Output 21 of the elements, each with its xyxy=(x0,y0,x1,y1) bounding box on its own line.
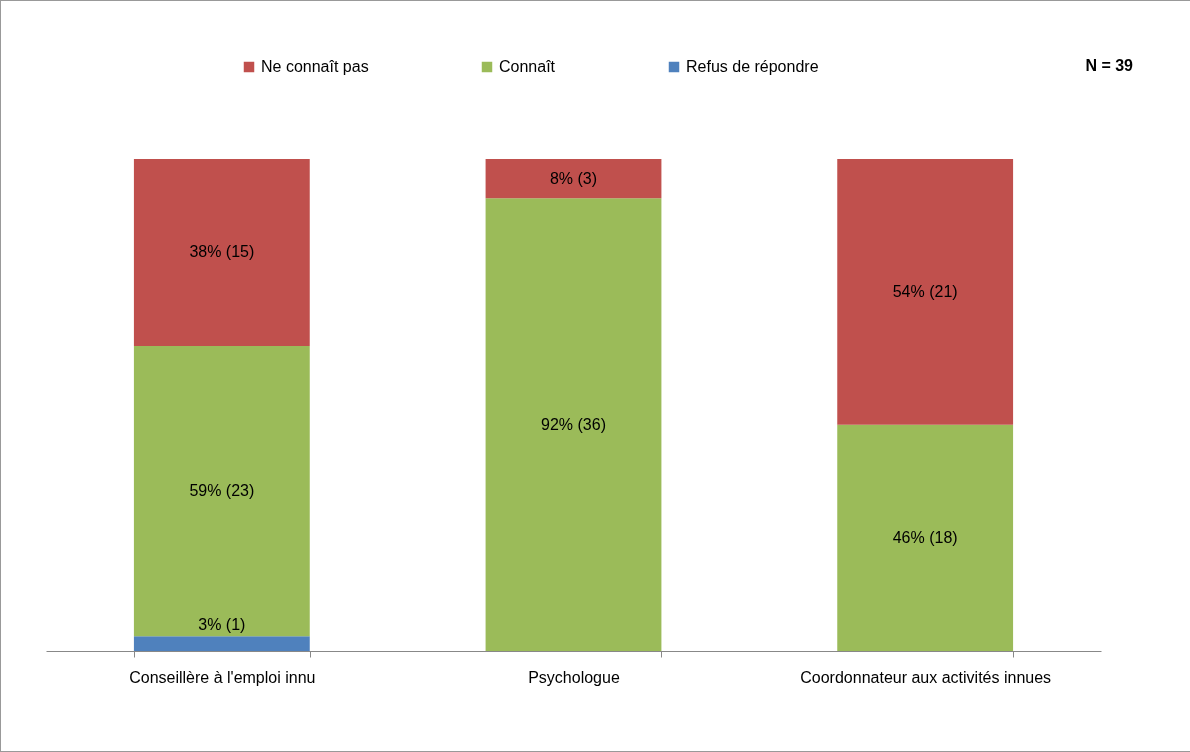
legend-label: Refus de répondre xyxy=(686,58,819,75)
data-label: 8% (3) xyxy=(549,169,598,187)
legend-label: Connaît xyxy=(499,58,556,75)
data-label: 59% (23) xyxy=(189,482,255,500)
bar xyxy=(485,198,662,651)
bar xyxy=(133,636,310,651)
data-label: 38% (15) xyxy=(189,243,255,261)
data-label: 3% (1) xyxy=(198,616,246,634)
x-tick-label: Coordonnateur aux activités innues xyxy=(800,668,1052,686)
data-label: 46% (18) xyxy=(892,528,958,546)
bar xyxy=(837,159,1014,425)
bar xyxy=(133,159,310,346)
bar xyxy=(837,424,1014,651)
bar xyxy=(485,159,662,199)
x-tick-label: Conseillère à l'emploi innu xyxy=(129,668,316,686)
data-label: 54% (21) xyxy=(892,282,958,300)
text: N = 39 xyxy=(1085,57,1133,75)
x-tick-label: Psychologue xyxy=(528,668,620,686)
data-label: 92% (36) xyxy=(541,415,606,433)
legend-label: Ne connaît pas xyxy=(261,58,369,75)
bar xyxy=(133,345,310,637)
